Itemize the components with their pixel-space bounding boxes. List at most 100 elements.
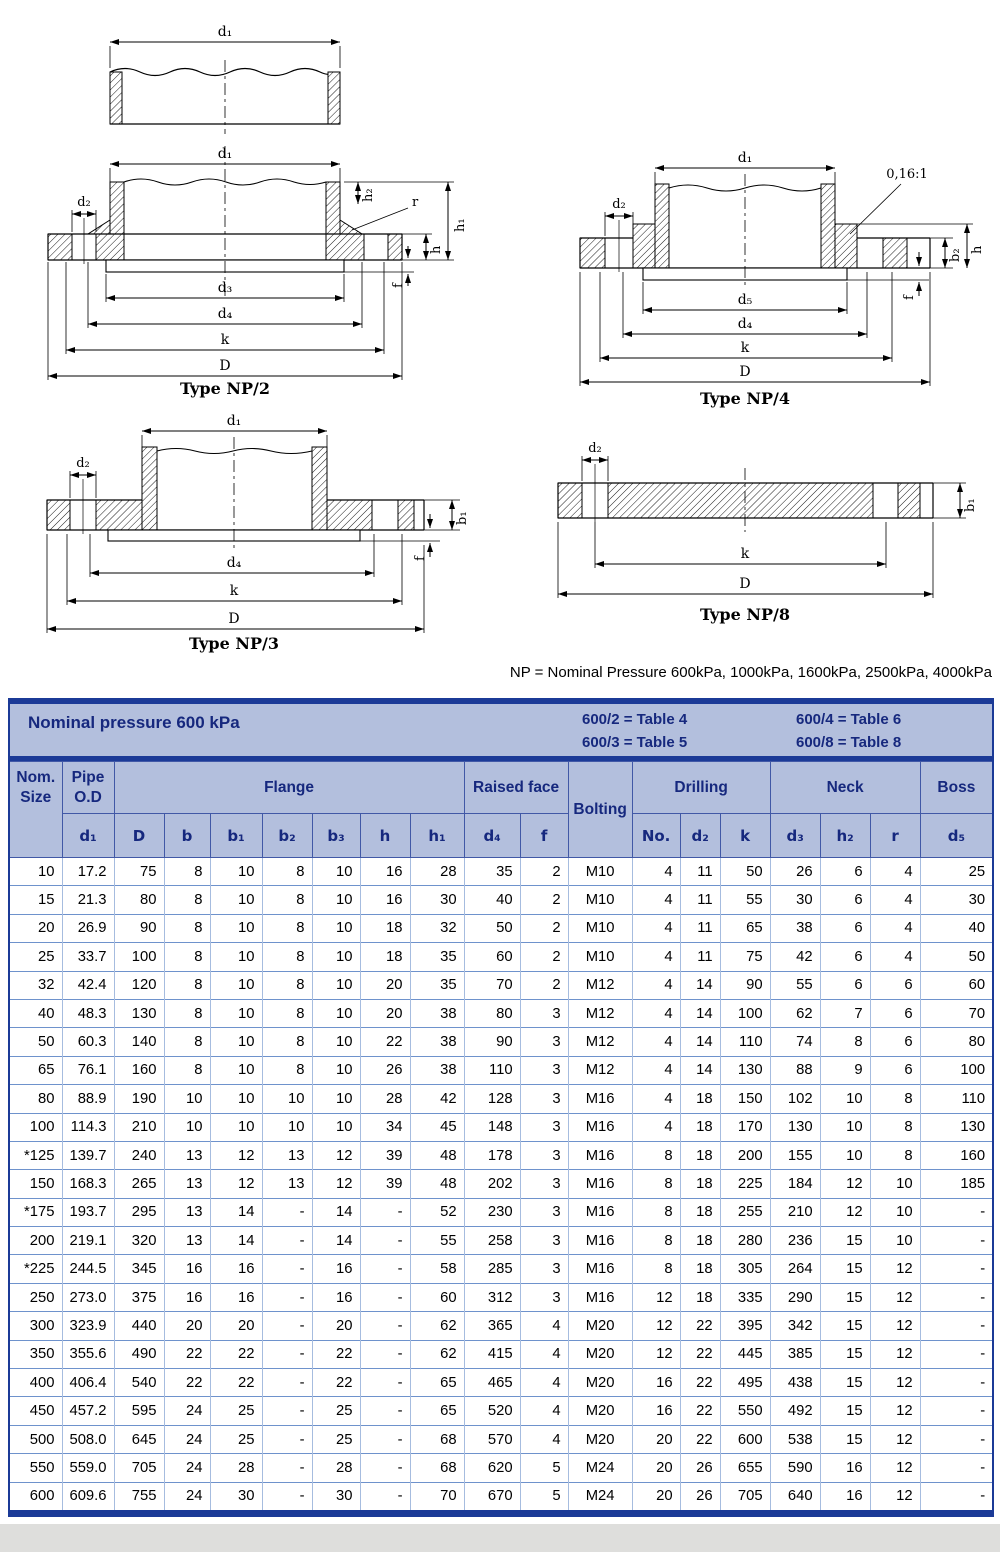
header-k: k bbox=[719, 813, 771, 858]
table-cell: 13 bbox=[261, 1169, 313, 1199]
table-cell: 10 bbox=[311, 885, 361, 915]
header-d5: d₅ bbox=[919, 813, 993, 858]
table-cell: 11 bbox=[679, 942, 721, 972]
table-cell: 12 bbox=[631, 1282, 681, 1312]
table-cell: 670 bbox=[463, 1481, 521, 1510]
table-cell: 4 bbox=[631, 942, 681, 972]
table-cell: 62 bbox=[409, 1339, 465, 1369]
table-cell: 10 bbox=[163, 1084, 211, 1114]
table-cell: M10 bbox=[567, 856, 633, 886]
table-cell: 100 bbox=[113, 942, 165, 972]
dim-label-D: D bbox=[739, 364, 750, 380]
table-cell: 10 bbox=[209, 1055, 263, 1085]
np-note: NP = Nominal Pressure 600kPa, 1000kPa, 1… bbox=[509, 664, 992, 681]
table-cell: 16 bbox=[819, 1453, 871, 1483]
dim-label-d2: d₂ bbox=[612, 197, 626, 212]
table-cell: 178 bbox=[463, 1140, 521, 1170]
table-cell: 18 bbox=[679, 1254, 721, 1284]
table-cell: 495 bbox=[719, 1368, 771, 1397]
table-cell: 68 bbox=[409, 1424, 465, 1454]
table-cell: *125 bbox=[10, 1140, 63, 1170]
table-cell: 230 bbox=[463, 1197, 521, 1227]
table-cell: 508.0 bbox=[61, 1424, 115, 1454]
table-cell: 10 bbox=[209, 885, 263, 915]
table-cell: 8 bbox=[869, 1112, 921, 1142]
np2-diagram: d₁ d₂ d bbox=[47, 24, 468, 398]
table-cell: 75 bbox=[113, 856, 165, 886]
table-cell: 70 bbox=[463, 970, 521, 1000]
np4-caption: Type NP/4 bbox=[700, 389, 790, 408]
table-cell: 10 bbox=[819, 1140, 871, 1170]
table-cell: 42 bbox=[769, 942, 821, 972]
table-cell: 538 bbox=[769, 1424, 821, 1454]
table-cell: - bbox=[359, 1226, 411, 1255]
table-cell: 40 bbox=[463, 885, 521, 915]
table-cell: 445 bbox=[719, 1339, 771, 1369]
table-cell: 609.6 bbox=[61, 1481, 115, 1510]
table-cell: 16 bbox=[311, 1282, 361, 1312]
table-cell: 10 bbox=[869, 1226, 921, 1255]
table-cell: 60.3 bbox=[61, 1027, 115, 1057]
table-cell: 10 bbox=[311, 913, 361, 943]
table-cell: 30 bbox=[769, 885, 821, 915]
table-cell: - bbox=[919, 1368, 993, 1397]
table-cell: 16 bbox=[163, 1282, 211, 1312]
table-cell: 520 bbox=[463, 1396, 521, 1426]
table-cell: 45 bbox=[409, 1112, 465, 1142]
table-cell: 10 bbox=[869, 1197, 921, 1227]
table-cell: 14 bbox=[679, 1027, 721, 1057]
table-cell: M12 bbox=[567, 1027, 633, 1057]
dim-label-d1: d₁ bbox=[218, 146, 233, 162]
table-cell: 350 bbox=[10, 1339, 63, 1369]
table-cell: 15 bbox=[10, 885, 63, 915]
table-cell: 4 bbox=[631, 998, 681, 1028]
table-cell: 320 bbox=[113, 1226, 165, 1255]
table-cell: 10 bbox=[311, 1027, 361, 1057]
table-cell: 100 bbox=[919, 1055, 993, 1085]
table-cell: - bbox=[359, 1453, 411, 1483]
table-cell: 14 bbox=[209, 1226, 263, 1255]
table-cell: 18 bbox=[679, 1084, 721, 1114]
np4-diagram: d₁ 0,16:1 d₂ f b₂ h d₅ d₄ k D Type NP/4 bbox=[579, 150, 985, 408]
header-h1: h₁ bbox=[409, 813, 465, 858]
header-r: r bbox=[869, 813, 921, 858]
table-cell: 6 bbox=[819, 885, 871, 915]
table-cell: 20 bbox=[631, 1424, 681, 1454]
table-cell: 148 bbox=[463, 1112, 521, 1142]
table-cell: 210 bbox=[769, 1197, 821, 1227]
table-cell: 38 bbox=[409, 1055, 465, 1085]
table-cell: M16 bbox=[567, 1254, 633, 1284]
table-cell: M16 bbox=[567, 1282, 633, 1312]
table-cell: 10 bbox=[261, 1112, 313, 1142]
table-cell: 4 bbox=[869, 913, 921, 943]
table-cell: 16 bbox=[209, 1254, 263, 1284]
table-cell: 4 bbox=[869, 942, 921, 972]
table-cell: 438 bbox=[769, 1368, 821, 1397]
table-cell: 20 bbox=[631, 1481, 681, 1510]
table-cell: 10 bbox=[209, 1084, 263, 1114]
table-cell: 4 bbox=[519, 1368, 569, 1397]
table-cell: 25 bbox=[209, 1396, 263, 1426]
table-cell: 65 bbox=[409, 1368, 465, 1397]
table-cell: 375 bbox=[113, 1282, 165, 1312]
table-cell: 595 bbox=[113, 1396, 165, 1426]
table-cell: 4 bbox=[519, 1339, 569, 1369]
table-row: 40 48.3 130 8 10 8 10 20 38 80 3 M12 4 14 100 62 7 6 70 bbox=[10, 998, 993, 1028]
table-cell: 30 bbox=[919, 885, 993, 915]
table-cell: M20 bbox=[567, 1339, 633, 1369]
table-cell: 15 bbox=[819, 1368, 871, 1397]
table-cell: 25 bbox=[311, 1424, 361, 1454]
table-cell: 8 bbox=[163, 856, 211, 886]
table-cell: 244.5 bbox=[61, 1254, 115, 1284]
header-b3: b₃ bbox=[311, 813, 361, 858]
table-cell: M12 bbox=[567, 1055, 633, 1085]
header-b2: b₂ bbox=[261, 813, 313, 858]
table-cell: 8 bbox=[261, 970, 313, 1000]
table-cell: 8 bbox=[869, 1140, 921, 1170]
np8-dimensions bbox=[557, 456, 966, 598]
table-cell: 3 bbox=[519, 998, 569, 1028]
table-cell: - bbox=[919, 1339, 993, 1369]
table-cell: 193.7 bbox=[61, 1197, 115, 1227]
header-bolting: Bolting bbox=[567, 761, 633, 858]
header-d3: d₃ bbox=[769, 813, 821, 858]
